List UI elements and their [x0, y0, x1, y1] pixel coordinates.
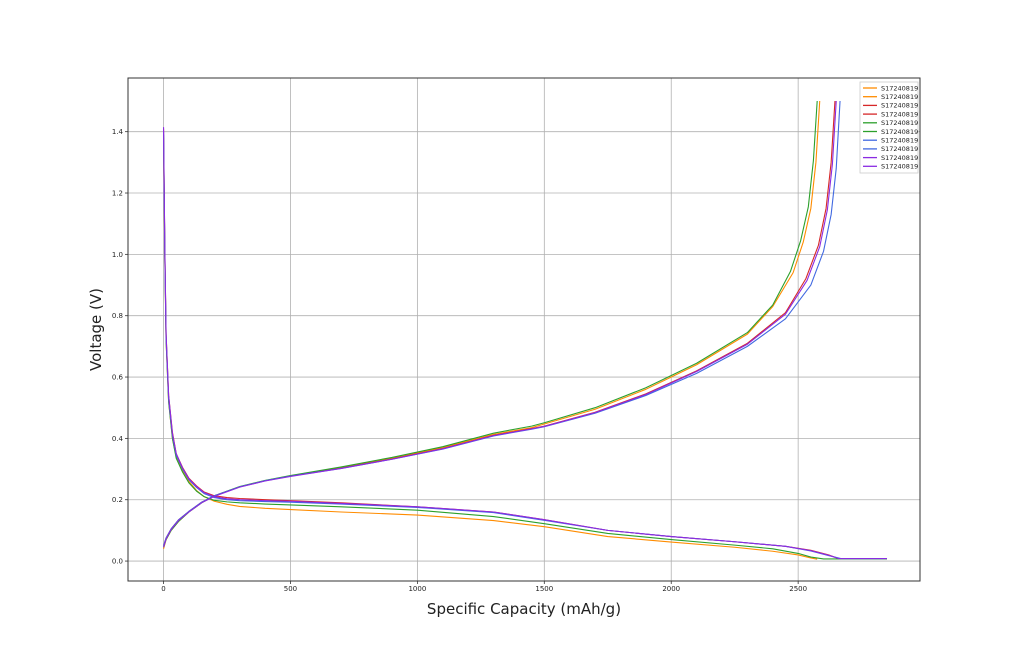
plot-series	[162, 100, 887, 560]
series-line-6	[163, 100, 818, 548]
legend-label: S17240819	[881, 110, 918, 118]
y-axis-title: Voltage (V)	[87, 288, 105, 371]
legend-label: S17240819	[881, 128, 918, 136]
y-tick-label: 0.6	[112, 374, 124, 382]
x-tick-label: 1500	[535, 585, 553, 593]
grid-lines	[128, 78, 920, 581]
legend-label: S17240819	[881, 137, 918, 145]
x-tick-label: 2000	[662, 585, 680, 593]
y-tick-label: 0.0	[112, 558, 123, 566]
series-line-10	[163, 100, 837, 548]
series-line-4	[163, 100, 836, 546]
y-tick-label: 1.2	[112, 190, 123, 198]
series-line-7	[162, 131, 885, 560]
x-tick-label: 1000	[408, 585, 426, 593]
series-line-5	[162, 134, 887, 560]
y-tick-label: 1.4	[112, 128, 124, 136]
legend-label: S17240819	[881, 119, 918, 127]
series-line-1	[162, 137, 818, 560]
legend-label: S17240819	[881, 163, 918, 171]
legend-label: S17240819	[881, 145, 918, 153]
plot-frame	[127, 77, 921, 582]
series-line-8	[163, 100, 841, 546]
x-tick-label: 500	[284, 585, 297, 593]
legend: S17240819S17240819S17240819S17240819S172…	[859, 81, 919, 174]
series-line-9	[162, 127, 887, 560]
y-tick-label: 0.4	[112, 435, 124, 443]
legend-label: S17240819	[881, 84, 918, 92]
x-tick-label: 2500	[789, 585, 807, 593]
y-tick-label: 0.2	[112, 496, 123, 504]
y-tick-label: 0.8	[112, 312, 123, 320]
legend-label: S17240819	[881, 102, 918, 110]
axis-ticks: 0 500 1000 1500 2000 2500 0.0 0.2 0.4 0.6 0.8 1.0 1.…	[112, 128, 807, 593]
y-tick-label: 1.0	[112, 251, 123, 259]
legend-label: S17240819	[881, 154, 918, 162]
legend-label: S17240819	[881, 93, 918, 101]
x-axis-title: Specific Capacity (mAh/g)	[427, 600, 621, 618]
x-tick-label: 0	[161, 585, 165, 593]
